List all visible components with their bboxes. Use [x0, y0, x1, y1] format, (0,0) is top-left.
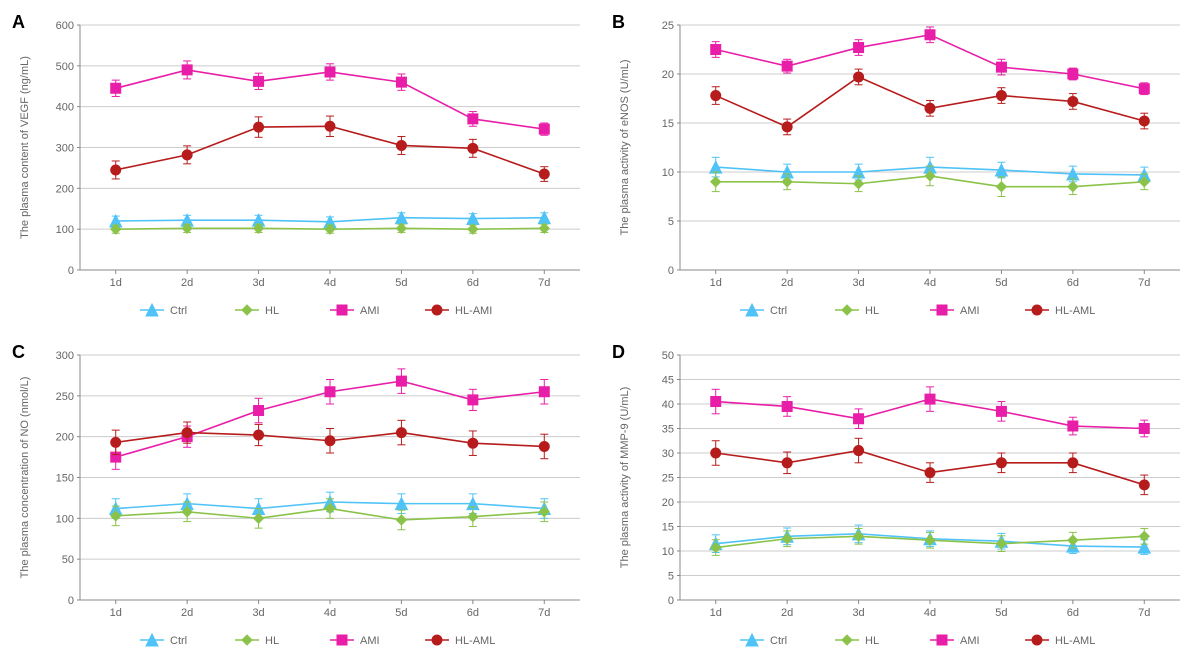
svg-text:5d: 5d — [395, 277, 407, 289]
svg-text:300: 300 — [56, 143, 74, 155]
svg-text:20: 20 — [662, 69, 674, 81]
svg-text:0: 0 — [668, 265, 674, 277]
svg-text:0: 0 — [668, 595, 674, 607]
svg-text:0: 0 — [68, 265, 74, 277]
svg-text:300: 300 — [56, 350, 74, 362]
svg-text:250: 250 — [56, 391, 74, 403]
svg-text:AMI: AMI — [360, 635, 380, 647]
svg-text:HL-AML: HL-AML — [1055, 305, 1095, 317]
panel-letter: C — [12, 342, 25, 363]
panel-b: B 0 5 10 15 20 25 1d 2d 3d 4d 5d 6d 7d The plasma acti… — [610, 10, 1200, 330]
svg-text:600: 600 — [56, 20, 74, 32]
svg-text:2d: 2d — [181, 277, 193, 289]
svg-text:AMI: AMI — [960, 635, 980, 647]
svg-text:40: 40 — [662, 399, 674, 411]
svg-text:2d: 2d — [781, 277, 793, 289]
svg-text:1d: 1d — [110, 607, 122, 619]
svg-text:7d: 7d — [1138, 607, 1150, 619]
svg-text:150: 150 — [56, 473, 74, 485]
svg-text:30: 30 — [662, 448, 674, 460]
svg-text:Ctrl: Ctrl — [770, 635, 787, 647]
svg-text:7d: 7d — [1138, 277, 1150, 289]
svg-text:25: 25 — [662, 473, 674, 485]
svg-text:3d: 3d — [252, 607, 264, 619]
svg-text:Ctrl: Ctrl — [770, 305, 787, 317]
svg-text:2d: 2d — [781, 607, 793, 619]
svg-text:6d: 6d — [1067, 277, 1079, 289]
svg-text:5: 5 — [668, 571, 674, 583]
svg-text:7d: 7d — [538, 607, 550, 619]
svg-text:400: 400 — [56, 102, 74, 114]
svg-text:0: 0 — [68, 595, 74, 607]
svg-text:Ctrl: Ctrl — [170, 305, 187, 317]
panel-letter: A — [12, 12, 25, 33]
svg-text:6d: 6d — [467, 277, 479, 289]
svg-text:HL-AML: HL-AML — [455, 635, 495, 647]
svg-text:6d: 6d — [467, 607, 479, 619]
svg-text:1d: 1d — [710, 607, 722, 619]
svg-text:4d: 4d — [924, 607, 936, 619]
svg-text:HL: HL — [865, 635, 879, 647]
svg-text:1d: 1d — [710, 277, 722, 289]
svg-text:35: 35 — [662, 424, 674, 436]
svg-text:4d: 4d — [924, 277, 936, 289]
panel-grid: A01002003004005006001d2d3d4d5d6d7dThe pl… — [10, 10, 1190, 650]
svg-text:5d: 5d — [395, 607, 407, 619]
svg-text:200: 200 — [56, 183, 74, 195]
svg-text:HL-AML: HL-AML — [1055, 635, 1095, 647]
svg-text:50: 50 — [62, 554, 74, 566]
svg-text:15: 15 — [662, 118, 674, 130]
svg-text:The plasma activity of eNOS (U: The plasma activity of eNOS (U/mL) — [619, 59, 631, 235]
svg-text:100: 100 — [56, 224, 74, 236]
svg-text:3d: 3d — [252, 277, 264, 289]
svg-text:AMI: AMI — [960, 305, 980, 317]
svg-text:2d: 2d — [181, 607, 193, 619]
svg-text:3d: 3d — [852, 277, 864, 289]
svg-text:4d: 4d — [324, 277, 336, 289]
svg-text:7d: 7d — [538, 277, 550, 289]
panel-letter: B — [612, 12, 625, 33]
svg-text:10: 10 — [662, 546, 674, 558]
svg-text:5d: 5d — [995, 607, 1007, 619]
panel-letter: D — [612, 342, 625, 363]
svg-text:The plasma content of VEGF (n: The plasma content of VEGF (ng/mL) — [19, 56, 31, 239]
svg-text:500: 500 — [56, 61, 74, 73]
svg-text:5d: 5d — [995, 277, 1007, 289]
panel-d: D 0 5 10 15 20 25 30 35 40 45 50 1d 2d 3d 4d 5d 6d 7d The p… — [610, 340, 1200, 660]
svg-text:4d: 4d — [324, 607, 336, 619]
svg-text:HL: HL — [265, 305, 279, 317]
svg-text:15: 15 — [662, 522, 674, 534]
panel-a: A 0 100 200 300 400 500 600 1d 2d 3d 4d 5d 6d 7d The pl… — [10, 10, 600, 330]
svg-text:HL-AMI: HL-AMI — [455, 305, 492, 317]
svg-text:50: 50 — [662, 350, 674, 362]
svg-text:The plasma concentration of NO: The plasma concentration of NO (nmol/L) — [19, 377, 31, 579]
svg-text:Ctrl: Ctrl — [170, 635, 187, 647]
svg-text:HL: HL — [865, 305, 879, 317]
svg-text:The plasma activity of MMP-9 (: The plasma activity of MMP-9 (U/mL) — [619, 387, 631, 569]
svg-text:200: 200 — [56, 432, 74, 444]
panel-c: C 0 50 100 150 200 250 300 1d 2d 3d 4d 5d 6d 7d The pla… — [10, 340, 600, 660]
svg-text:45: 45 — [662, 375, 674, 387]
svg-text:5: 5 — [668, 216, 674, 228]
svg-text:AMI: AMI — [360, 305, 380, 317]
svg-text:25: 25 — [662, 20, 674, 32]
svg-text:1d: 1d — [110, 277, 122, 289]
svg-text:100: 100 — [56, 513, 74, 525]
svg-text:6d: 6d — [1067, 607, 1079, 619]
svg-text:10: 10 — [662, 167, 674, 179]
svg-text:3d: 3d — [852, 607, 864, 619]
svg-text:20: 20 — [662, 497, 674, 509]
svg-text:HL: HL — [265, 635, 279, 647]
